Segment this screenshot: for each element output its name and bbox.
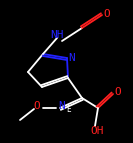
Text: O: O xyxy=(115,87,121,97)
Text: NH: NH xyxy=(50,30,64,40)
Text: OH: OH xyxy=(90,126,104,136)
Text: N: N xyxy=(69,53,75,63)
Text: O: O xyxy=(34,101,40,111)
Text: E: E xyxy=(67,105,71,114)
Text: N: N xyxy=(59,101,65,111)
Text: O: O xyxy=(104,9,110,19)
